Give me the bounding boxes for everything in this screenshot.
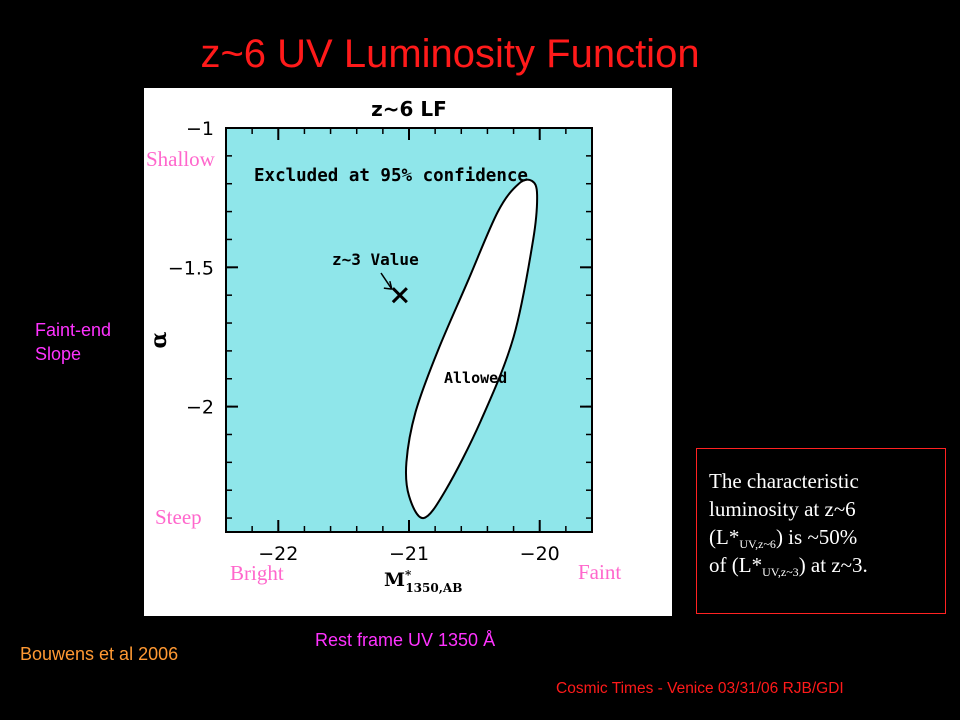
credit-text: Bouwens et al 2006 (20, 644, 179, 664)
footer-text: Cosmic Times - Venice 03/31/06 RJB/GDI (556, 680, 844, 697)
note-line-4-pre: of (L* (709, 553, 763, 577)
note-line-3-post: ) is ~50% (775, 525, 858, 549)
annotation-arrow (380, 272, 393, 290)
chart: −22 −21 −20 −1 −1.5 −2 z~6 LF α M* 1350,AB Exclude… (146, 97, 593, 595)
point-annotation: z~3 Value (332, 250, 419, 269)
note-line-3-sub: UV,z~6 (739, 537, 776, 551)
y-tick-label: −2 (186, 397, 214, 419)
y-axis-label: α (146, 331, 172, 348)
y-tick-label: −1 (186, 118, 214, 140)
note-box: The characteristic luminosity at z~6 (L*… (696, 448, 946, 614)
bright-label: Bright (230, 561, 284, 585)
faint-end-line-2: Slope (35, 344, 82, 364)
x-tick-label: −22 (258, 543, 298, 565)
y-tick-label: −1.5 (168, 257, 214, 279)
x-tick-label: −21 (389, 543, 429, 565)
faint-label: Faint (578, 560, 622, 584)
annotation-arrowhead (383, 280, 393, 290)
slide-title: z~6 UV Luminosity Function (200, 32, 700, 76)
note-line-2: luminosity at z~6 (709, 497, 856, 521)
note-line-3-pre: (L* (709, 525, 740, 549)
rest-frame-caption: Rest frame UV 1350 Å (315, 630, 496, 650)
x-tick-label: −20 (520, 543, 560, 565)
chart-title: z~6 LF (371, 97, 447, 121)
steep-label: Steep (155, 505, 202, 529)
note-line-1: The characteristic (709, 469, 859, 493)
note-line-4: of (L*UV,z~3) at z~3. (709, 551, 945, 579)
note-line-4-sub: UV,z~3 (762, 565, 799, 579)
faint-end-slope-label: Faint-end Slope (35, 318, 111, 366)
allowed-region (404, 178, 539, 520)
x-axis-label: M* 1350,AB (384, 568, 462, 595)
note-line-3: (L*UV,z~6) is ~50% (709, 523, 945, 551)
faint-end-line-1: Faint-end (35, 320, 112, 340)
shallow-label: Shallow (146, 147, 215, 171)
allowed-annotation: Allowed (444, 369, 507, 387)
chart-panel: −22 −21 −20 −1 −1.5 −2 z~6 LF α M* 1350,AB Exclude… (144, 88, 672, 616)
note-line-4-post: ) at z~3. (798, 553, 868, 577)
excluded-annotation: Excluded at 95% confidence (254, 166, 528, 186)
z3-value-marker (391, 287, 408, 304)
